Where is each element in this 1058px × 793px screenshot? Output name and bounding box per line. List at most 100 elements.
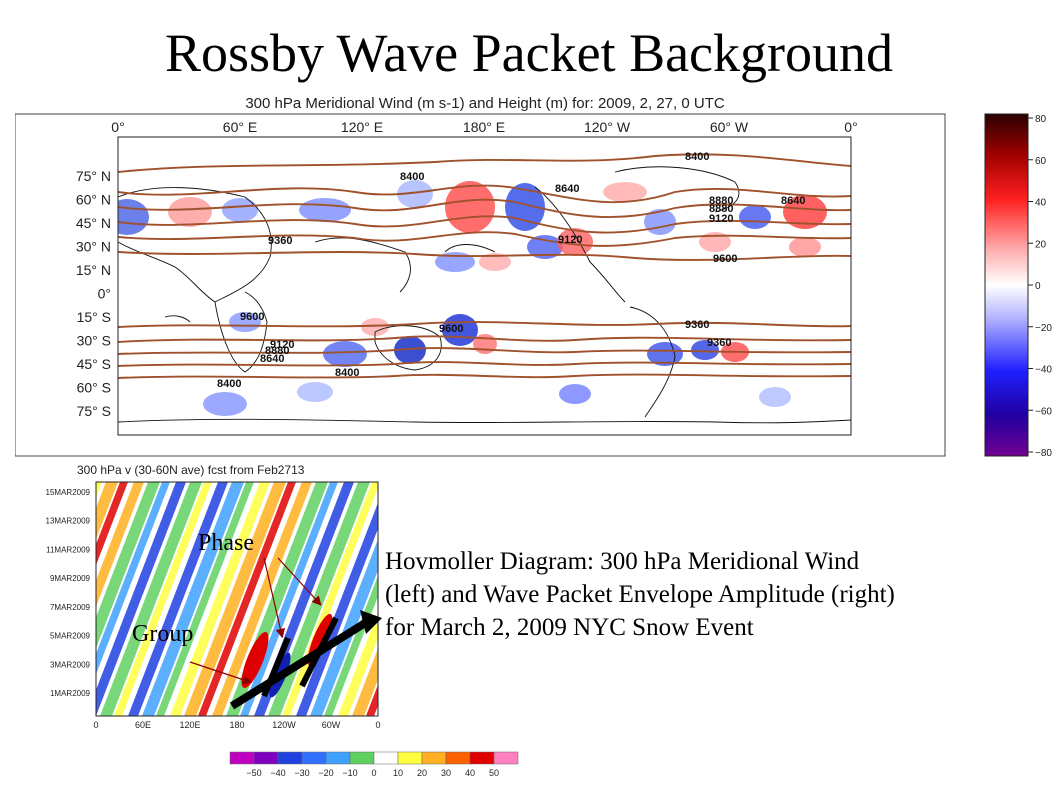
contour-label: 8640: [781, 195, 805, 207]
lon-label: 120° E: [341, 119, 383, 135]
map-plot-border: [117, 136, 852, 436]
contour-label: 9360: [685, 319, 709, 331]
hov-lon-label: 0: [93, 720, 98, 730]
contour-label: 9120: [558, 234, 582, 246]
hov-colorbar-cell: [469, 751, 495, 765]
colorbar-tick: 40: [1035, 198, 1047, 209]
colorbar-tick: 0: [1035, 281, 1041, 292]
lon-label: 120° W: [584, 119, 631, 135]
lat-label: 75° N: [76, 168, 111, 184]
hovmoller-title: 300 hPa v (30-60N ave) fcst from Feb2713: [77, 463, 305, 477]
hov-colorbar-tick: −20: [318, 768, 333, 778]
map-title: 300 hPa Meridional Wind (m s-1) and Heig…: [245, 95, 725, 112]
hov-colorbar-cell: [421, 751, 447, 765]
contour-label: 9600: [240, 311, 264, 323]
hov-colorbar-cell: [301, 751, 327, 765]
hov-colorbar-tick: 30: [441, 768, 451, 778]
lon-label: 180° E: [463, 119, 505, 135]
contour-label: 8640: [260, 353, 284, 365]
contour-label: 9360: [268, 235, 292, 247]
colorbar-tick: −80: [1035, 448, 1052, 459]
contour-label: 9600: [713, 253, 737, 265]
group-pointer: [189, 661, 253, 685]
lat-label: 30° S: [77, 333, 111, 349]
lon-labels: 0° 60° E 120° E 180° E 120° W 60° W 0°: [111, 119, 857, 135]
hov-colorbar-tick: −30: [294, 768, 309, 778]
contour-label: 9360: [707, 337, 731, 349]
hov-colorbar-tick: −50: [246, 768, 261, 778]
hov-time-label: 13MAR2009: [46, 517, 91, 526]
hov-colorbar-cell: [373, 751, 399, 765]
colorbar-tick: −60: [1035, 406, 1052, 417]
lat-label: 15° S: [77, 309, 111, 325]
lat-labels: 75° N 60° N 45° N 30° N 15° N 0° 15° S 30° S 45°…: [76, 168, 111, 419]
hov-colorbar-tick: −40: [270, 768, 285, 778]
hov-time-label: 11MAR2009: [46, 545, 90, 554]
caption-line-2: (left) and Wave Packet Envelope Amplitud…: [385, 581, 895, 608]
group-label: Group: [132, 621, 193, 647]
phase-pointer-1: [263, 557, 286, 639]
caption-line-3: for March 2, 2009 NYC Snow Event: [385, 614, 754, 641]
hovmoller-lon-labels: 0 60E 120E 180 120W 60W 0: [93, 720, 380, 730]
contour-label: 8400: [400, 171, 424, 183]
contour-label: 8640: [555, 183, 579, 195]
hov-lon-label: 60W: [322, 720, 341, 730]
hov-colorbar-cell: [397, 751, 423, 765]
lon-label: 0°: [844, 119, 857, 135]
hov-time-label: 9MAR2009: [50, 574, 91, 583]
height-contours: [118, 153, 851, 379]
hov-colorbar-cell: [325, 751, 351, 765]
contour-label: 8400: [217, 378, 241, 390]
slide-title: Rossby Wave Packet Background: [164, 23, 894, 83]
hov-time-label: 3MAR2009: [50, 660, 91, 669]
phase-label: Phase: [198, 530, 254, 556]
lat-label: 60° N: [76, 192, 111, 208]
hov-colorbar-tick: 50: [489, 768, 499, 778]
lat-label: 45° N: [76, 215, 111, 231]
hov-lon-label: 0: [375, 720, 380, 730]
lon-label: 60° E: [223, 119, 257, 135]
hov-lon-label: 60E: [135, 720, 151, 730]
lat-label: 15° N: [76, 262, 111, 278]
lat-label: 45° S: [77, 356, 111, 372]
hovmoller-diagram: 300 hPa v (30-60N ave) fcst from Feb2713…: [20, 460, 390, 740]
lat-label: 0°: [98, 286, 111, 302]
map-colorbar: 80 60 40 20 0 −20 −40 −60 −80: [955, 112, 1058, 462]
caption: Hovmoller Diagram: 300 hPa Meridional Wi…: [385, 545, 1057, 644]
contour-label: 8880: [265, 345, 289, 357]
colorbar-tick: 60: [1035, 156, 1047, 167]
hov-colorbar-tick: 20: [417, 768, 427, 778]
map-frame: [15, 113, 946, 457]
hov-time-label: 1MAR2009: [50, 689, 91, 698]
lat-label: 30° N: [76, 239, 111, 255]
phase-pointer-2: [277, 557, 322, 606]
hov-colorbar-tick: −10: [342, 768, 357, 778]
hov-colorbar-cell: [445, 751, 471, 765]
hov-time-label: 7MAR2009: [50, 603, 91, 612]
hov-colorbar-tick: 10: [393, 768, 403, 778]
hov-time-label: 5MAR2009: [50, 632, 91, 641]
hov-colorbar-tick: 40: [465, 768, 475, 778]
contour-label: 9120: [270, 339, 294, 351]
hov-colorbar-cell: [277, 751, 303, 765]
meridional-wind-map: 300 hPa Meridional Wind (m s-1) and Heig…: [15, 92, 955, 458]
contour-label: 8880: [709, 203, 733, 215]
colorbar-ticks: 80 60 40 20 0 −20 −40 −60 −80: [1028, 114, 1052, 459]
lon-label: 60° W: [710, 119, 749, 135]
colorbar-tick: −20: [1035, 323, 1052, 334]
hovmoller-time-labels: 15MAR2009 13MAR2009 11MAR2009 9MAR2009 7MAR2…: [46, 488, 91, 698]
caption-line-1: Hovmoller Diagram: 300 hPa Meridional Wi…: [385, 548, 860, 575]
phase-line-1: [261, 636, 291, 698]
hov-colorbar-cell: [349, 751, 375, 765]
group-velocity-line: [229, 616, 373, 710]
colorbar-tick: 20: [1035, 239, 1047, 250]
hov-colorbar-cell: [229, 751, 255, 765]
hov-time-label: 15MAR2009: [46, 488, 91, 497]
wind-shading: [118, 180, 827, 416]
hov-lon-label: 120W: [272, 720, 296, 730]
colorbar-tick: −40: [1035, 365, 1052, 376]
group-arrowhead: [360, 610, 382, 634]
hovmoller-colorbar: −50 −40 −30 −20 −10 0 10 20 30 40 50: [210, 748, 540, 788]
lon-label: 0°: [111, 119, 124, 135]
